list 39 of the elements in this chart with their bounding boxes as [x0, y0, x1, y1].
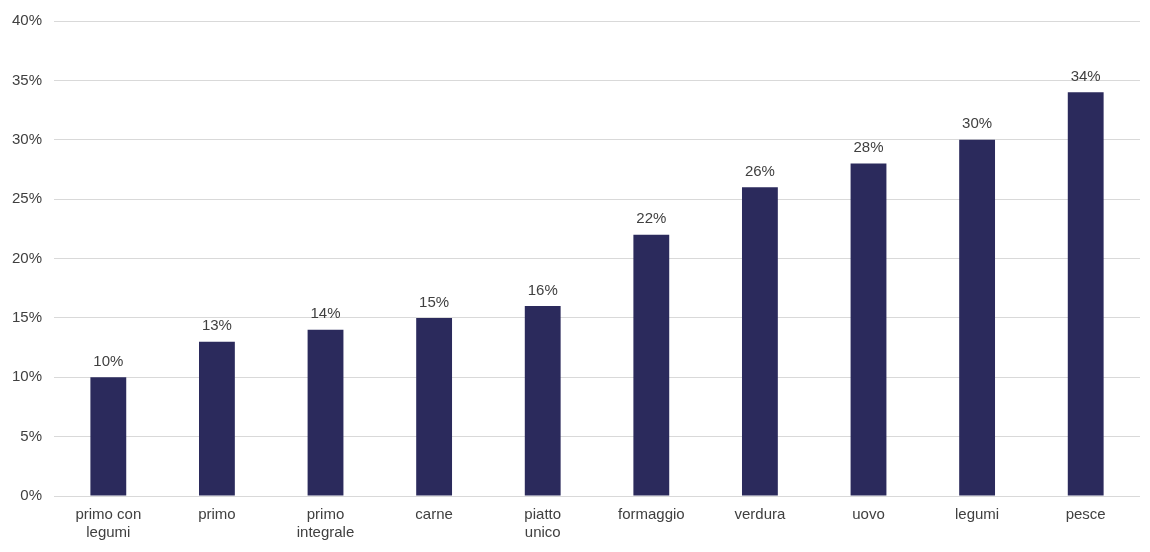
x-tick-label: verdura	[734, 505, 786, 523]
bar	[850, 163, 887, 496]
data-label: 16%	[527, 280, 558, 298]
y-tick-label: 20%	[11, 248, 43, 266]
x-tick-label: primo con legumi	[75, 505, 142, 541]
bar	[524, 306, 561, 496]
data-label: 10%	[93, 351, 124, 369]
x-tick-label: carne	[415, 505, 453, 523]
data-label: 30%	[962, 114, 993, 132]
x-tick-label: primo integrale	[296, 505, 355, 541]
bar	[1067, 92, 1104, 496]
x-tick-label: uovo	[852, 505, 885, 523]
y-tick-label: 35%	[11, 70, 43, 88]
bar	[633, 234, 670, 496]
bar	[199, 341, 235, 496]
y-tick-label: 40%	[11, 11, 43, 29]
bar	[90, 377, 127, 496]
data-label: 26%	[744, 161, 775, 179]
data-label: 14%	[310, 304, 341, 322]
bar	[959, 139, 996, 496]
data-label: 13%	[201, 316, 232, 334]
x-tick-label: pesce	[1065, 505, 1106, 523]
data-label: 22%	[636, 209, 667, 227]
data-label: 15%	[419, 292, 450, 310]
y-tick-label: 30%	[11, 129, 43, 147]
y-tick-label: 5%	[20, 426, 43, 444]
y-tick-label: 25%	[11, 189, 43, 207]
y-tick-label: 15%	[11, 308, 43, 326]
x-tick-label: primo	[198, 505, 236, 523]
x-tick-label: formaggio	[617, 505, 685, 523]
y-tick-label: 0%	[20, 486, 43, 504]
bar	[741, 187, 778, 496]
x-tick-label: legumi	[955, 505, 1000, 523]
bar	[307, 329, 344, 496]
x-tick-label: piatto unico	[524, 505, 562, 541]
data-label: 34%	[1070, 66, 1101, 84]
bar	[416, 317, 453, 496]
data-label: 28%	[853, 138, 884, 156]
y-tick-label: 10%	[11, 367, 43, 385]
